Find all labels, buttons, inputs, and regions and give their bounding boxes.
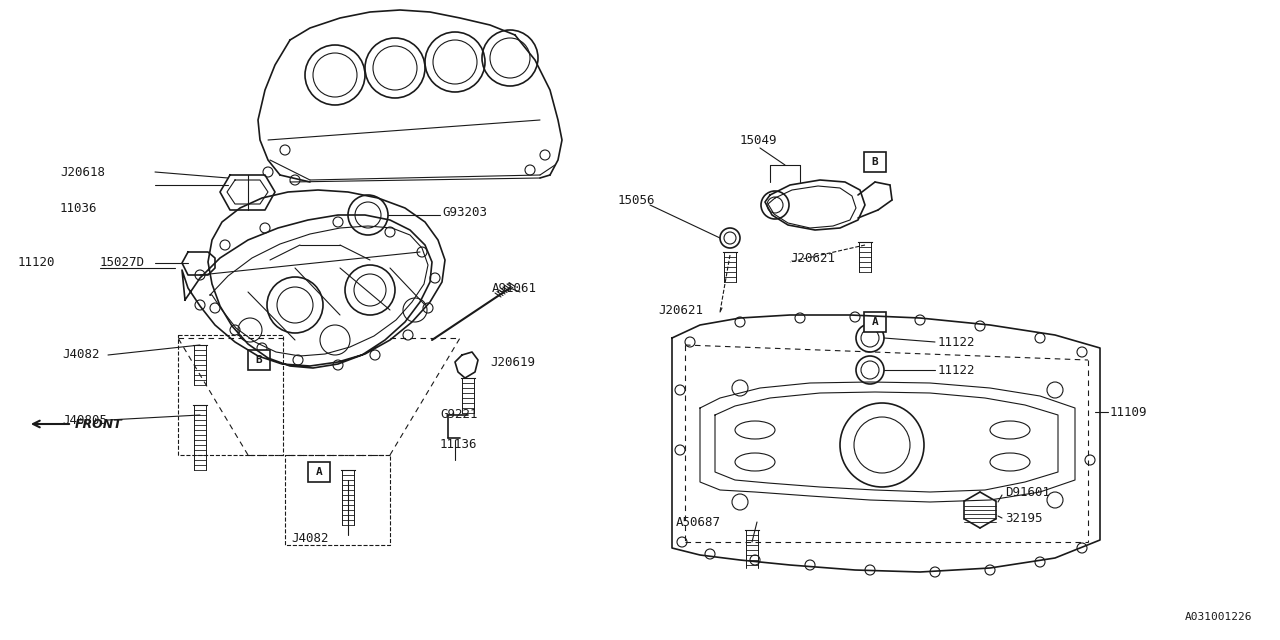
Text: A031001226: A031001226 bbox=[1184, 612, 1252, 622]
Text: J40805: J40805 bbox=[61, 413, 108, 426]
Text: J4082: J4082 bbox=[61, 349, 100, 362]
Text: 11109: 11109 bbox=[1110, 406, 1147, 419]
Bar bbox=[248, 350, 270, 370]
Bar bbox=[178, 335, 283, 455]
Text: 15056: 15056 bbox=[618, 193, 655, 207]
Text: 11122: 11122 bbox=[938, 335, 975, 349]
Bar bbox=[864, 312, 886, 332]
Bar bbox=[864, 152, 886, 172]
Text: J20621: J20621 bbox=[658, 303, 703, 317]
Text: FRONT: FRONT bbox=[76, 417, 123, 431]
Text: 32195: 32195 bbox=[1005, 511, 1042, 525]
Bar bbox=[285, 455, 390, 545]
Text: G93203: G93203 bbox=[442, 205, 486, 218]
Text: B: B bbox=[872, 157, 878, 167]
Text: J20619: J20619 bbox=[490, 355, 535, 369]
Text: 11120: 11120 bbox=[18, 255, 55, 269]
Text: A91061: A91061 bbox=[492, 282, 538, 294]
Text: B: B bbox=[256, 355, 262, 365]
Text: A50687: A50687 bbox=[676, 515, 721, 529]
Text: 11036: 11036 bbox=[60, 202, 97, 214]
Text: 11122: 11122 bbox=[938, 364, 975, 376]
Text: D91601: D91601 bbox=[1005, 486, 1050, 499]
Text: J4082: J4082 bbox=[292, 531, 329, 545]
Bar bbox=[308, 462, 330, 482]
Text: G9221: G9221 bbox=[440, 408, 477, 422]
Text: J20621: J20621 bbox=[790, 252, 835, 264]
Text: A: A bbox=[316, 467, 323, 477]
Text: A: A bbox=[872, 317, 878, 327]
Text: J20618: J20618 bbox=[60, 166, 105, 179]
Text: 15027D: 15027D bbox=[100, 255, 145, 269]
Text: 15049: 15049 bbox=[740, 134, 777, 147]
Text: 11136: 11136 bbox=[440, 438, 477, 451]
